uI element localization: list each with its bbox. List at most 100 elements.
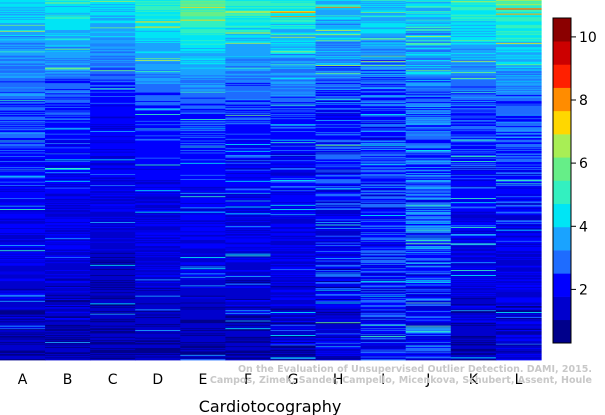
heatmap-cell — [270, 132, 317, 134]
heatmap-cell — [90, 98, 136, 100]
heatmap-cell — [225, 330, 272, 333]
heatmap-cell — [225, 171, 272, 173]
heatmap-cell — [45, 72, 91, 75]
heatmap-cell — [315, 204, 362, 207]
heatmap-cell — [450, 249, 497, 251]
heatmap-cell — [495, 14, 542, 16]
heatmap-cell — [90, 52, 136, 54]
heatmap-cell — [270, 12, 317, 15]
heatmap-cell — [90, 216, 136, 219]
heatmap-cell — [225, 38, 272, 40]
heatmap-cell — [315, 35, 362, 37]
heatmap-cell — [45, 90, 91, 92]
heatmap-cell — [450, 216, 497, 219]
heatmap-cell — [405, 164, 452, 166]
heatmap-cell — [225, 132, 272, 135]
heatmap-cell — [225, 240, 272, 242]
heatmap-cell — [0, 22, 46, 24]
heatmap-cell — [45, 201, 91, 203]
heatmap-cell — [450, 137, 497, 139]
heatmap-cell — [270, 354, 317, 356]
heatmap-cell — [495, 123, 542, 125]
heatmap-cell — [315, 48, 362, 51]
heatmap-cell — [180, 286, 227, 288]
heatmap-cell — [360, 258, 407, 261]
heatmap-cell — [180, 252, 227, 255]
heatmap-cell — [180, 36, 227, 38]
heatmap-cell — [360, 251, 407, 253]
heatmap-cell — [0, 130, 46, 132]
heatmap-cell — [495, 120, 542, 123]
heatmap-cell — [0, 185, 46, 187]
heatmap-cell — [45, 339, 91, 341]
heatmap-cell — [360, 89, 407, 91]
heatmap-cell — [135, 12, 181, 14]
heatmap-cell — [360, 45, 407, 47]
heatmap-cell — [450, 274, 497, 276]
heatmap-cell — [180, 50, 227, 52]
heatmap-cell — [405, 263, 452, 265]
heatmap-cell — [270, 263, 317, 265]
heatmap-cell — [495, 140, 542, 142]
heatmap-cell — [315, 225, 362, 227]
heatmap-cell — [450, 316, 497, 318]
heatmap-cell — [45, 168, 91, 171]
heatmap-cell — [45, 245, 91, 247]
heatmap-cell — [45, 119, 91, 121]
heatmap-cell — [180, 208, 227, 210]
heatmap-cell — [0, 109, 46, 111]
heatmap-cell — [45, 295, 91, 297]
heatmap-cell — [315, 51, 362, 53]
heatmap-cell — [45, 274, 91, 276]
heatmap-cell — [495, 148, 542, 150]
heatmap-cell — [45, 234, 91, 236]
heatmap-cell — [270, 18, 317, 21]
heatmap-cell — [405, 223, 452, 225]
heatmap-cell — [135, 336, 181, 338]
heatmap-cell — [450, 250, 497, 252]
heatmap-cell — [45, 315, 91, 317]
heatmap-cell — [225, 293, 272, 295]
heatmap-cell — [225, 0, 272, 3]
heatmap-cell — [360, 225, 407, 227]
heatmap-cell — [405, 162, 452, 165]
heatmap-cell — [90, 192, 136, 194]
heatmap-cell — [405, 28, 452, 30]
heatmap-cell — [315, 271, 362, 273]
heatmap-cell — [135, 136, 181, 138]
heatmap-cell — [270, 223, 317, 225]
heatmap-cell — [90, 236, 136, 238]
heatmap-cell — [225, 70, 272, 72]
heatmap-cell — [270, 185, 317, 187]
heatmap-cell — [180, 173, 227, 175]
heatmap-cell — [315, 27, 362, 29]
heatmap-cell — [135, 15, 181, 17]
heatmap-cell — [45, 350, 91, 352]
heatmap-cell — [180, 287, 227, 289]
heatmap-cell — [45, 0, 91, 2]
heatmap-cell — [45, 12, 91, 14]
heatmap-cell — [315, 86, 362, 88]
heatmap-cell — [495, 163, 542, 165]
heatmap-cell — [405, 358, 452, 360]
heatmap-cell — [315, 106, 362, 108]
heatmap-cell — [0, 84, 46, 87]
heatmap-cell — [0, 198, 46, 201]
heatmap-cell — [225, 270, 272, 273]
heatmap-cell — [405, 80, 452, 82]
heatmap-cell — [360, 222, 407, 225]
heatmap-cell — [315, 36, 362, 38]
heatmap-cell — [450, 59, 497, 61]
heatmap-cell — [360, 3, 407, 5]
heatmap-cell — [360, 335, 407, 337]
heatmap-cell — [495, 39, 542, 41]
heatmap-cell — [360, 242, 407, 244]
heatmap-cell — [135, 252, 181, 254]
heatmap-cell — [225, 90, 272, 93]
heatmap-cell — [180, 33, 227, 35]
heatmap-cell — [450, 186, 497, 189]
heatmap-cell — [0, 127, 46, 129]
heatmap-cell — [270, 19, 317, 21]
heatmap-cell — [360, 327, 407, 329]
heatmap-cell — [180, 49, 227, 51]
